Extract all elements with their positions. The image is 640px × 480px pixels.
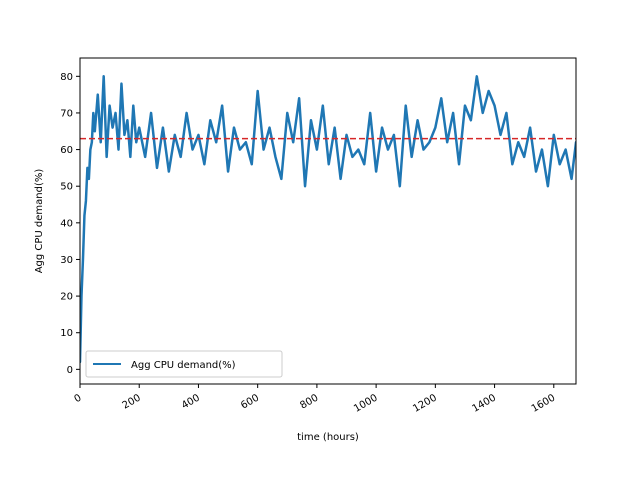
y-tick-label: 70 [60,108,73,119]
legend-label: Agg CPU demand(%) [131,360,236,371]
x-axis-label: time (hours) [297,432,359,443]
y-tick-label: 50 [60,182,73,193]
legend: Agg CPU demand(%) [85,350,283,378]
x-tick-label: 0 [72,393,83,406]
series-line-0 [80,75,576,364]
axes-frame [79,57,577,385]
legend-box [85,350,283,378]
y-tick-label: 0 [67,365,73,376]
y-axis-label: Agg CPU demand(%) [34,169,45,274]
plot-area [80,75,576,364]
y-axis-ticks: 0 10 20 30 40 50 60 70 80 [60,72,80,376]
axes-border [79,57,577,385]
y-tick-label: 60 [60,145,73,156]
y-tick-label: 40 [60,218,73,229]
y-tick-label: 30 [60,255,73,266]
y-tick-label: 20 [60,292,73,303]
y-tick-label: 10 [60,328,73,339]
y-tick-label: 80 [60,72,73,83]
